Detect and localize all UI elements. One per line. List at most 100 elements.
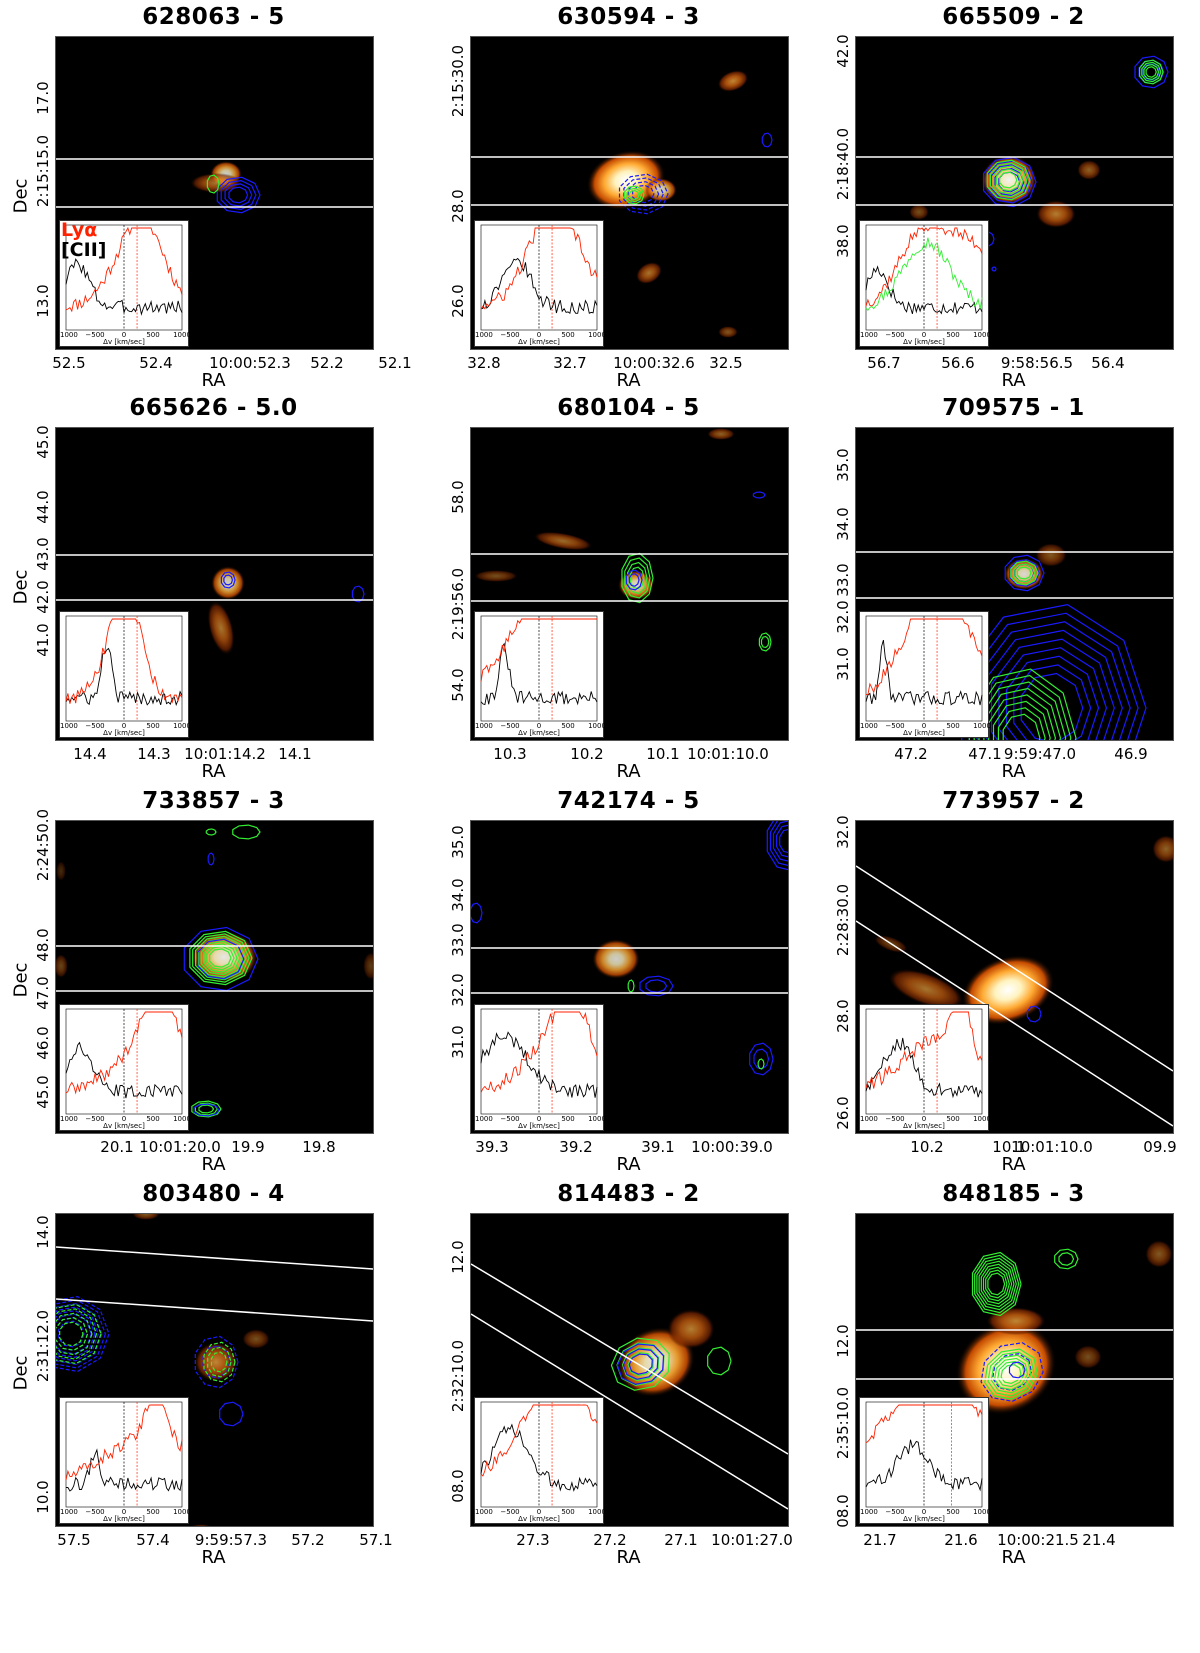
green-contours	[986, 159, 1031, 201]
inset-tick-label: 500	[146, 1115, 160, 1123]
x-tick-label: 10.1	[992, 1138, 1026, 1156]
lya-spectrum	[65, 618, 183, 704]
inset-axis-label: Δv [km/sec]	[518, 1122, 560, 1130]
panel-title: 814483 - 2	[557, 1181, 700, 1207]
x-tick-label: 9:58:56.5	[1000, 354, 1074, 372]
inset-tick-label: −1000	[855, 1508, 878, 1516]
cii-spectrum	[480, 257, 598, 314]
x-tick-label: 10:01:14.2	[184, 745, 266, 763]
emission-blob	[707, 428, 735, 440]
blue-contours	[1008, 1361, 1026, 1379]
inset-tick-label: 500	[561, 1115, 575, 1123]
inset-tick-label: 0	[536, 331, 542, 339]
inset-tick-label: −1000	[855, 331, 878, 339]
slit-lines	[856, 1329, 1173, 1380]
lya-image	[56, 158, 373, 214]
inset-axis-label: Δv [km/sec]	[103, 1515, 145, 1523]
inset-tick-label: −1000	[55, 1508, 78, 1516]
emission-blob	[986, 1307, 1046, 1335]
x-axis-label: RA	[616, 1154, 641, 1175]
x-tick-label: 10:01:20.0	[139, 1138, 221, 1156]
spectrum-inset: −1000 −500 0 500 1000 Δv [km/sec]	[471, 1004, 606, 1131]
y-tick-label: 48.0	[34, 928, 52, 962]
slit-lines	[856, 156, 1173, 206]
inset-tick-label: 1000	[973, 331, 991, 339]
y-tick-label: 45.0	[34, 425, 52, 459]
x-tick-label: 10.2	[570, 745, 604, 763]
x-axis-label: RA	[616, 1547, 641, 1568]
x-tick-label: 10:01:10.0	[687, 745, 769, 763]
emission-blob	[56, 954, 68, 978]
y-tick-label: 12.0	[834, 1324, 852, 1358]
green-contours	[203, 1341, 236, 1383]
emission-blob	[909, 204, 929, 220]
panel-title: 665509 - 2	[942, 4, 1085, 30]
y-tick-label: 26.0	[449, 284, 467, 318]
emission-blob	[718, 326, 738, 338]
y-tick-label: 2:18:40.0	[834, 127, 852, 201]
image-plot: −1000 −500 0 500 1000 Δv [km/sec]	[55, 427, 374, 741]
spectrum-inset: −1000 −500 0 500 1000 Δv [km/sec]	[56, 220, 191, 347]
panel-title: 665626 - 5.0	[129, 395, 298, 421]
cii-spectrum	[480, 642, 598, 706]
x-tick-label: 10:00:32.6	[613, 354, 695, 372]
panel-title: 803480 - 4	[142, 1181, 285, 1207]
lya-image	[856, 1240, 1173, 1415]
lya-image	[471, 70, 788, 338]
lya-spectrum	[480, 1011, 598, 1093]
cii-spectrum	[480, 1423, 598, 1492]
y-tick-label: 31.0	[449, 1025, 467, 1059]
y-tick-label: 33.0	[449, 923, 467, 957]
emission-blob	[242, 1329, 270, 1349]
x-tick-label: 52.2	[310, 354, 344, 372]
cii-spectrum	[480, 1031, 598, 1098]
y-tick-label: 2:28:30.0	[834, 883, 852, 957]
y-tick-label: 47.0	[34, 976, 52, 1010]
blue-contours	[625, 569, 643, 591]
cii-spectrum	[865, 265, 983, 316]
inset-tick-label: −1000	[855, 722, 878, 730]
inset-tick-label: −1000	[470, 1115, 493, 1123]
lya-image	[56, 554, 373, 656]
lya-spectrum	[865, 227, 983, 307]
x-tick-label: 39.3	[475, 1138, 509, 1156]
blue-contours	[761, 132, 773, 148]
y-tick-label: 31.0	[834, 647, 852, 681]
spectrum-inset: −1000 −500 0 500 1000 Δv [km/sec]	[471, 220, 606, 347]
emission-blob	[56, 861, 66, 881]
y-tick-label: 2:15:15.0	[34, 134, 52, 208]
emission-blob	[592, 939, 640, 979]
inset-tick-label: 500	[146, 331, 160, 339]
slit-lines	[56, 945, 373, 992]
blue-contours	[639, 975, 674, 997]
lya-spectrum	[480, 1404, 598, 1477]
lya-image	[471, 428, 788, 652]
x-axis-label: RA	[201, 1547, 226, 1568]
y-tick-label: 32.0	[834, 815, 852, 849]
inset-tick-label: 0	[536, 722, 542, 730]
x-tick-label: 56.6	[941, 354, 975, 372]
y-axis-label: Dec	[10, 178, 32, 214]
image-plot: −1000 −500 0 500 1000 Δv [km/sec]	[855, 1213, 1174, 1527]
panel-title: 848185 - 3	[942, 1181, 1085, 1207]
y-tick-label: 08.0	[834, 1494, 852, 1528]
lya-image	[471, 821, 788, 1076]
y-tick-label: 12.0	[449, 1240, 467, 1274]
y-tick-label: 14.0	[34, 1215, 52, 1249]
x-tick-label: 21.4	[1082, 1531, 1116, 1549]
x-tick-label: 10:00:52.3	[209, 354, 291, 372]
inset-tick-label: 500	[561, 722, 575, 730]
emission-blob	[533, 531, 593, 551]
y-tick-label: 2:24:50.0	[34, 808, 52, 882]
inset-axis-label: Δv [km/sec]	[903, 1515, 945, 1523]
inset-tick-label: 1000	[588, 331, 606, 339]
x-tick-label: 32.5	[709, 354, 743, 372]
x-tick-label: 52.5	[52, 354, 86, 372]
y-tick-label: 38.0	[834, 224, 852, 258]
inset-tick-label: 1000	[973, 1508, 991, 1516]
blue-contours	[193, 1103, 220, 1117]
x-tick-label: 46.9	[1114, 745, 1148, 763]
blue-contours	[471, 902, 483, 924]
x-tick-label: 14.4	[73, 745, 107, 763]
spectrum-inset: −1000 −500 0 500 1000 Δv [km/sec]	[471, 1397, 606, 1524]
